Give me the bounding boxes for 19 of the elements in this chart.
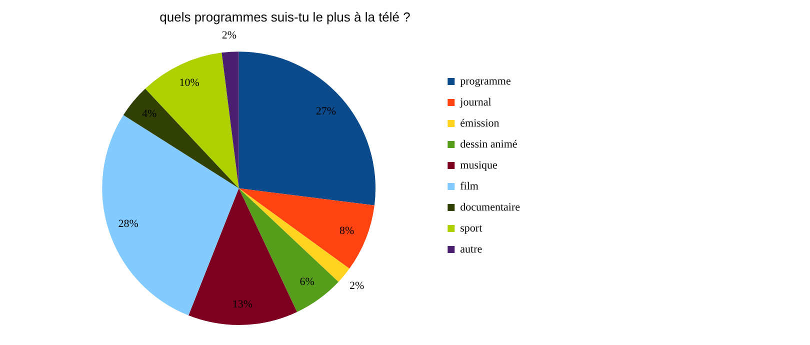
legend-label: émission [460, 117, 500, 130]
data-label: 6% [300, 276, 314, 288]
legend-label: journal [459, 96, 492, 108]
legend-label: programme [460, 75, 511, 88]
data-label: 2% [349, 280, 364, 292]
data-label: 2% [222, 29, 237, 42]
legend-label: autre [460, 243, 482, 256]
data-label: 27% [316, 105, 336, 118]
data-label: 4% [142, 108, 157, 120]
data-label: 10% [179, 77, 200, 90]
data-label: 28% [118, 218, 138, 230]
legend-label: documentaire [460, 201, 520, 214]
legend-label: film [460, 180, 479, 192]
legend-label: sport [460, 222, 482, 234]
legend-label: dessin animé [460, 138, 518, 150]
legend-label: musique [460, 159, 498, 172]
data-label: 8% [340, 224, 354, 237]
chart-title: quels programmes suis-tu le plus à la télé ? [160, 9, 410, 24]
data-label: 13% [232, 298, 253, 310]
